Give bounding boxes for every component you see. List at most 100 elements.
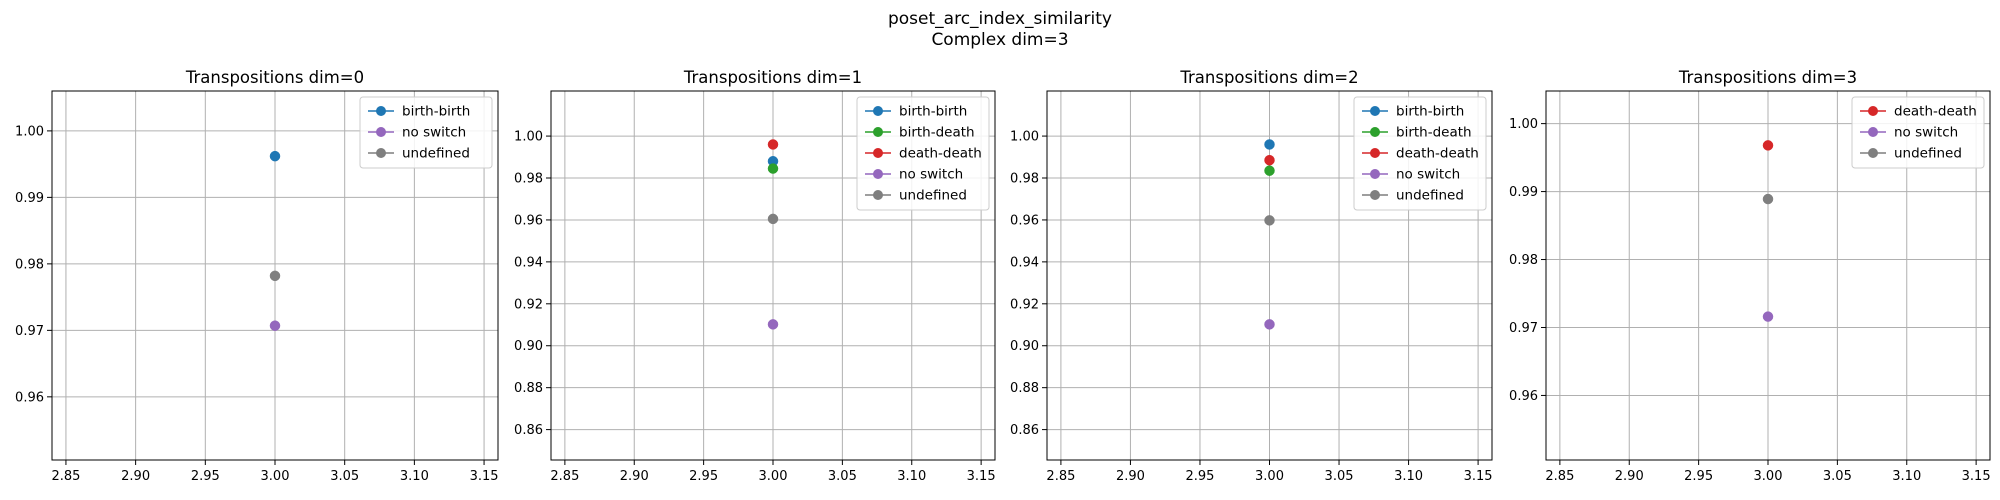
x-tick-label: 3.15: [967, 469, 996, 484]
figure-title-line1: poset_arc_index_similarity: [888, 9, 1112, 29]
axes-frame: [550, 90, 996, 461]
legend-box: [359, 96, 493, 169]
y-tick-label: 0.99: [1509, 185, 1538, 200]
legend-box: [856, 96, 990, 211]
data-point-death-death: [1762, 140, 1774, 151]
x-tick-label: 3.00: [1754, 469, 1783, 484]
data-point-birth-birth: [269, 150, 281, 162]
legend-label: no switch: [1396, 167, 1460, 183]
legend-marker: [873, 106, 883, 116]
subplot-title: Transpositions dim=1: [683, 68, 862, 87]
data-point-no-switch: [1264, 319, 1275, 330]
legend-marker: [873, 148, 883, 158]
subplot-title: Transpositions dim=3: [1678, 68, 1857, 87]
y-tick-label: 0.92: [1010, 297, 1039, 312]
y-tick-label: 0.94: [1010, 255, 1039, 270]
subplot-2: Transpositions dim=2 2.85 2.90 2.95 3.00 3.05…: [1010, 68, 1493, 484]
y-tick-label: 0.98: [1010, 172, 1039, 187]
y-tick-label: 1.00: [15, 124, 44, 139]
legend-label: no switch: [402, 125, 466, 141]
legend-label: birth-death: [899, 125, 975, 141]
legend-label: no switch: [1894, 125, 1958, 141]
y-tick-label: 0.88: [1010, 381, 1039, 396]
legend-label: undefined: [899, 188, 967, 204]
legend-label: birth-birth: [1396, 104, 1464, 120]
x-tick-label: 2.85: [51, 469, 80, 484]
x-tick-label: 3.15: [1464, 469, 1493, 484]
subplot-title: Transpositions dim=0: [185, 68, 364, 87]
legend-label: death-death: [1396, 146, 1479, 162]
legend-label: death-death: [1894, 104, 1977, 120]
x-tick-label: 3.10: [1394, 469, 1423, 484]
legend-label: birth-birth: [402, 104, 470, 120]
legend-marker: [1370, 148, 1380, 158]
legend-label: undefined: [1396, 188, 1464, 204]
legend-marker: [1868, 148, 1878, 158]
y-tick-label: 0.96: [1509, 389, 1538, 404]
y-tick-label: 0.88: [514, 381, 543, 396]
x-tick-label: 3.00: [1255, 469, 1284, 484]
x-tick-label: 3.05: [1823, 469, 1852, 484]
legend-marker: [1370, 169, 1380, 179]
x-tick-label: 2.95: [191, 469, 220, 484]
y-tick-label: 0.96: [1010, 213, 1039, 228]
x-tick-label: 2.95: [1185, 469, 1214, 484]
x-tick-label: 3.05: [1325, 469, 1354, 484]
y-tick-label: 1.00: [1509, 117, 1538, 132]
legend-marker: [376, 148, 386, 158]
x-tick-label: 2.85: [1046, 469, 1075, 484]
x-tick-label: 2.90: [1116, 469, 1145, 484]
y-tick-label: 0.90: [1010, 339, 1039, 354]
data-point-birth-death: [767, 163, 779, 174]
y-tick-label: 0.99: [15, 191, 44, 206]
legend-marker: [873, 169, 883, 179]
legend-marker: [873, 127, 883, 137]
y-tick-label: 0.86: [514, 423, 543, 438]
legend-marker: [1868, 127, 1878, 137]
x-tick-label: 3.00: [261, 469, 290, 484]
axes-frame: [1046, 90, 1493, 461]
legend-marker: [1868, 106, 1878, 116]
x-tick-label: 3.15: [470, 469, 499, 484]
data-point-undefined: [269, 270, 281, 282]
subplot-1: Transpositions dim=1 2.85 2.90 2.95 3.00 3.05…: [514, 68, 996, 484]
legend-box: [1851, 96, 1985, 169]
subplot-0: Transpositions dim=0 2.85 2.90 2.95 3.00 3.05…: [15, 68, 498, 484]
y-tick-label: 0.98: [514, 172, 543, 187]
x-tick-label: 2.85: [1545, 469, 1574, 484]
x-tick-label: 3.10: [400, 469, 429, 484]
legend-marker: [376, 106, 386, 116]
data-point-no-switch: [767, 319, 779, 330]
data-point-undefined: [1264, 215, 1275, 226]
y-tick-label: 1.00: [1010, 130, 1039, 145]
y-tick-label: 1.00: [514, 130, 543, 145]
legend-label: undefined: [402, 146, 470, 162]
legend-label: no switch: [899, 167, 963, 183]
x-tick-label: 2.90: [121, 469, 150, 484]
data-point-undefined: [1762, 193, 1774, 205]
legend-box: [1353, 96, 1487, 211]
y-tick-label: 0.86: [1010, 423, 1039, 438]
legend-marker: [1370, 190, 1380, 200]
y-tick-label: 0.94: [514, 255, 543, 270]
x-tick-label: 3.05: [330, 469, 359, 484]
x-tick-label: 3.00: [759, 469, 788, 484]
data-point-death-death: [767, 139, 779, 150]
y-tick-label: 0.96: [15, 390, 44, 405]
figure-title-line2: Complex dim=3: [931, 30, 1068, 50]
axes-frame: [51, 90, 499, 461]
x-tick-label: 2.95: [689, 469, 718, 484]
legend-label: birth-death: [1396, 125, 1472, 141]
data-point-no-switch: [1762, 311, 1774, 322]
x-tick-label: 3.10: [1892, 469, 1921, 484]
x-tick-label: 3.05: [828, 469, 857, 484]
x-tick-label: 2.95: [1684, 469, 1713, 484]
y-tick-label: 0.97: [15, 324, 44, 339]
subplot-3: Transpositions dim=3 2.85 2.90 2.95 3.00 3.05…: [1509, 68, 1991, 484]
legend-marker: [1370, 127, 1380, 137]
legend-label: undefined: [1894, 146, 1962, 162]
data-point-birth-death: [1264, 165, 1275, 176]
legend-marker: [1370, 106, 1380, 116]
